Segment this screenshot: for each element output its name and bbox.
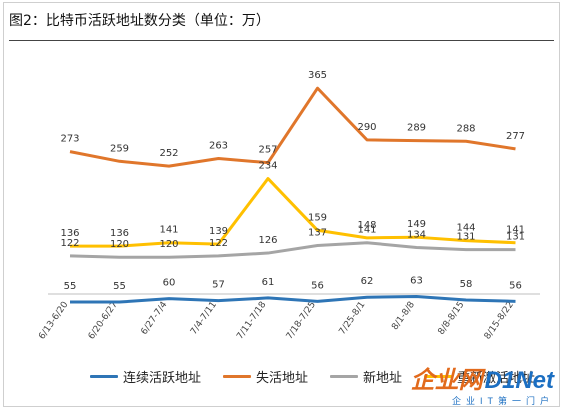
data-label-reactivated: 139 [209,226,228,237]
data-label-new: 120 [110,239,129,250]
watermark-logo: 企业网D1Net 企业IT第一门户 [411,369,554,407]
watermark-tagline: 企业IT第一门户 [452,396,554,406]
data-label-reactivated: 136 [60,228,79,239]
x-tick-label: 7/25-8/1 [337,300,367,337]
data-label-active: 57 [212,280,225,291]
x-tick-label: 6/27-7/4 [139,300,169,337]
data-label-reactivated: 136 [110,228,129,239]
data-label-reactivated: 149 [407,219,426,230]
series-line-reactivated [70,177,516,248]
legend: 连续活跃地址 失活地址 新地址 重新激活地址 [90,366,535,386]
data-label-new: 141 [357,225,376,236]
legend-label-new: 新地址 [363,370,403,386]
data-label-dormant: 252 [159,148,178,159]
data-label-dormant: 263 [209,141,228,152]
legend-swatch-dormant [223,374,252,378]
data-label-new: 137 [308,227,327,238]
x-tick-label: 6/20-6/27 [87,300,120,342]
x-tick-label: 8/1-8/8 [390,300,417,332]
data-label-dormant: 259 [110,143,129,154]
x-tick-label: 8/15-8/22 [483,300,516,342]
legend-label-active: 连续活跃地址 [123,370,202,386]
watermark-brand-cn: 企业网 [410,367,483,394]
legend-swatch-new [330,374,359,378]
watermark-brand: 企业网D1Net [411,369,554,393]
data-label-new: 131 [506,232,525,243]
data-label-active: 55 [113,281,126,292]
data-label-active: 60 [163,278,176,289]
data-label-new: 122 [209,238,228,249]
data-label-new: 131 [456,232,475,243]
x-tick-label: 7/4-7/11 [189,300,219,337]
legend-label-reactivated: 重新激活地址 [457,370,536,386]
data-label-active: 55 [64,281,77,292]
series-line-new [69,241,516,259]
data-label-active: 61 [262,277,275,288]
data-label-dormant: 257 [258,145,277,156]
data-label-dormant: 288 [456,123,475,134]
data-label-active: 62 [361,276,374,287]
data-label-dormant: 273 [60,134,79,145]
legend-item-reactivated: 重新激活地址 [424,367,535,386]
data-label-active: 58 [460,279,473,290]
x-tick-label: 6/13-6/20 [37,300,70,342]
chart-frame [3,2,560,407]
data-label-new: 126 [258,235,277,246]
series-line-dormant [69,86,516,168]
series-line-active [70,295,516,304]
data-label-dormant: 277 [506,131,525,142]
data-label-reactivated: 141 [159,225,178,236]
data-label-new: 134 [407,230,426,241]
title-divider [9,40,554,41]
x-tick-label: 7/11-7/18 [235,300,268,342]
legend-label-dormant: 失活地址 [256,370,309,386]
x-tick-label: 8/8-8/15 [436,300,466,337]
x-tick-label: 7/18-7/25 [285,300,318,342]
legend-swatch-active [90,374,118,378]
watermark-brand-en: D1Net [484,367,554,394]
data-label-reactivated: 141 [506,225,525,236]
data-label-new: 120 [159,239,178,250]
data-label-reactivated: 148 [357,220,376,231]
data-label-active: 56 [509,280,522,291]
data-label-reactivated: 234 [258,161,277,172]
chart-title: 图2：比特币活跃地址数分类（单位：万） [9,13,270,29]
data-label-active: 56 [311,280,324,291]
data-label-dormant: 290 [357,122,376,133]
data-label-dormant: 289 [407,123,426,134]
data-label-new: 122 [60,238,79,249]
data-label-reactivated: 144 [456,223,475,234]
legend-item-dormant: 失活地址 [223,367,308,386]
data-label-dormant: 365 [308,70,327,81]
data-label-reactivated: 159 [308,212,327,223]
legend-item-active: 连续活跃地址 [90,367,201,386]
legend-item-new: 新地址 [330,367,402,386]
legend-swatch-reactivated [424,374,453,378]
data-label-active: 63 [410,276,423,287]
